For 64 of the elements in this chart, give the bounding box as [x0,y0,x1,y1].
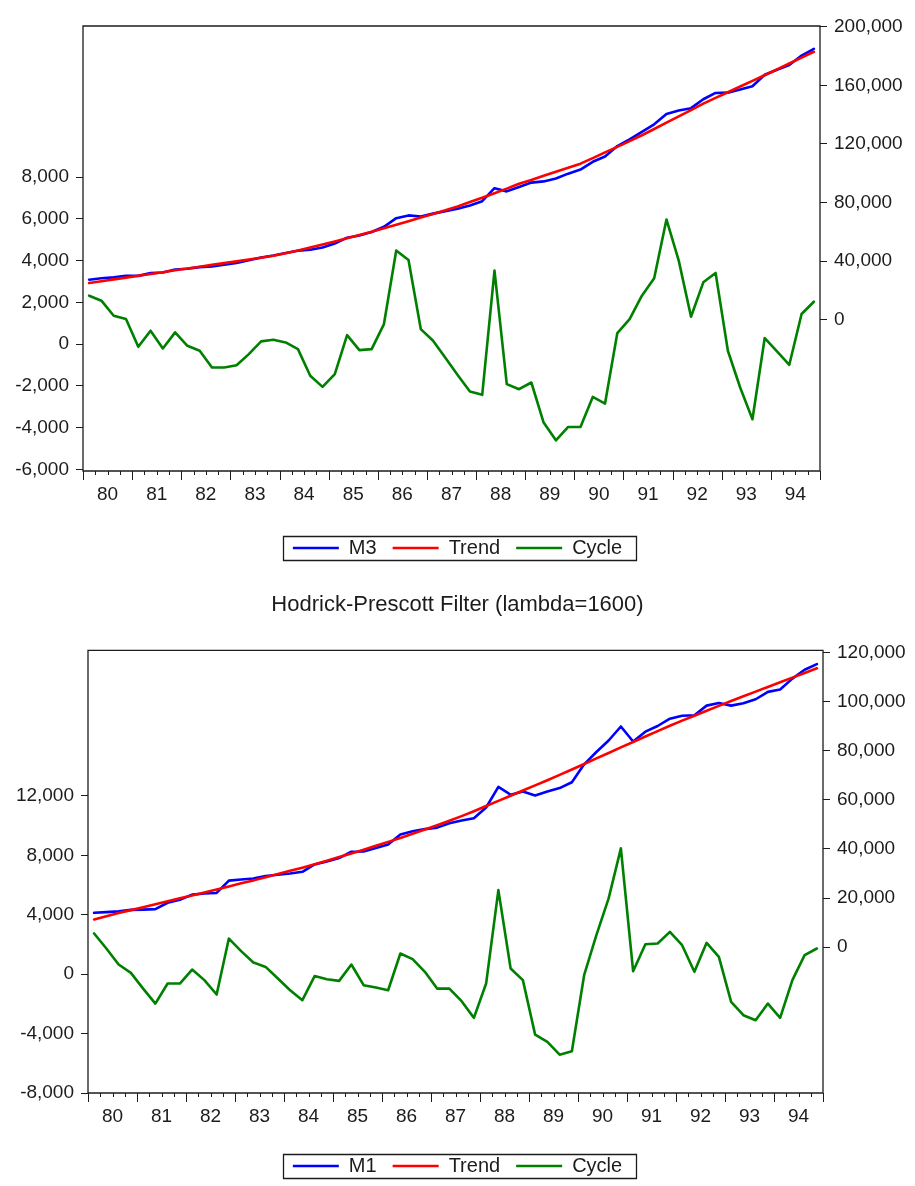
x-tick-label: 92 [689,1104,712,1126]
y-tick-label: 12,000 [15,784,74,806]
y-tick-label: 0 [58,332,69,354]
y-tick-label: 8,000 [26,843,74,865]
x-tick-label: 93 [738,1104,761,1126]
y2-tick-label: 40,000 [837,837,896,859]
y-tick-label: -4,000 [15,415,69,437]
y2-tick-label: 60,000 [837,788,896,810]
x-tick-label: 83 [244,482,266,504]
y-tick-label: -4,000 [20,1021,74,1043]
x-tick-label: 90 [591,1104,614,1126]
y2-tick-label: 160,000 [834,73,903,95]
y-tick-label: 4,000 [26,903,74,925]
x-tick-label: 88 [490,482,512,504]
x-tick-label: 82 [195,482,217,504]
x-tick-label: 89 [542,1104,565,1126]
x-tick-label: 88 [493,1104,516,1126]
x-tick-label: 94 [787,1104,810,1126]
x-tick-label: 83 [248,1104,271,1126]
y-tick-label: 8,000 [21,165,69,187]
y-tick-label: 0 [63,962,74,984]
x-tick-label: 91 [637,482,659,504]
y-tick-label: -2,000 [15,374,69,396]
legend-label: Trend [448,1153,501,1176]
y2-tick-label: 80,000 [834,190,893,212]
y-tick-label: -8,000 [20,1081,74,1103]
y2-tick-label: 0 [834,307,845,329]
y-tick-label: 4,000 [21,248,69,270]
x-tick-label: 84 [293,482,316,504]
y-tick-label: -6,000 [15,457,69,479]
legend-label: Cycle [572,535,623,558]
x-tick-label: 85 [346,1104,369,1126]
legend-label: M3 [348,535,377,558]
x-tick-label: 86 [395,1104,418,1126]
y2-tick-label: 120,000 [834,132,903,154]
legend-label: Cycle [572,1153,623,1176]
chart-title: Hodrick-Prescott Filter (lambda=1600) [271,591,644,617]
x-tick-label: 87 [440,482,463,504]
x-tick-label: 84 [297,1104,320,1126]
x-tick-label: 81 [146,482,168,504]
legend-label: Trend [448,535,501,558]
y2-tick-label: 20,000 [837,886,896,908]
y2-tick-label: 200,000 [834,14,903,36]
y2-tick-label: 40,000 [834,249,893,271]
x-tick-label: 89 [539,482,561,504]
x-tick-label: 94 [784,482,807,504]
x-tick-label: 86 [391,482,413,504]
x-tick-label: 91 [640,1104,663,1126]
y-tick-label: 6,000 [21,207,69,229]
x-tick-label: 92 [686,482,708,504]
y-tick-label: 2,000 [21,290,69,312]
y2-tick-label: 100,000 [837,689,906,711]
x-tick-label: 85 [342,482,364,504]
x-tick-label: 87 [444,1104,467,1126]
legend-label: M1 [348,1153,377,1176]
x-tick-label: 81 [150,1104,173,1126]
y2-tick-label: 120,000 [837,640,906,662]
x-tick-label: 82 [199,1104,222,1126]
y2-tick-label: 0 [837,935,848,957]
x-tick-label: 90 [588,482,610,504]
x-tick-label: 80 [97,482,119,504]
x-tick-label: 93 [735,482,757,504]
x-tick-label: 80 [101,1104,124,1126]
y2-tick-label: 80,000 [837,739,896,761]
